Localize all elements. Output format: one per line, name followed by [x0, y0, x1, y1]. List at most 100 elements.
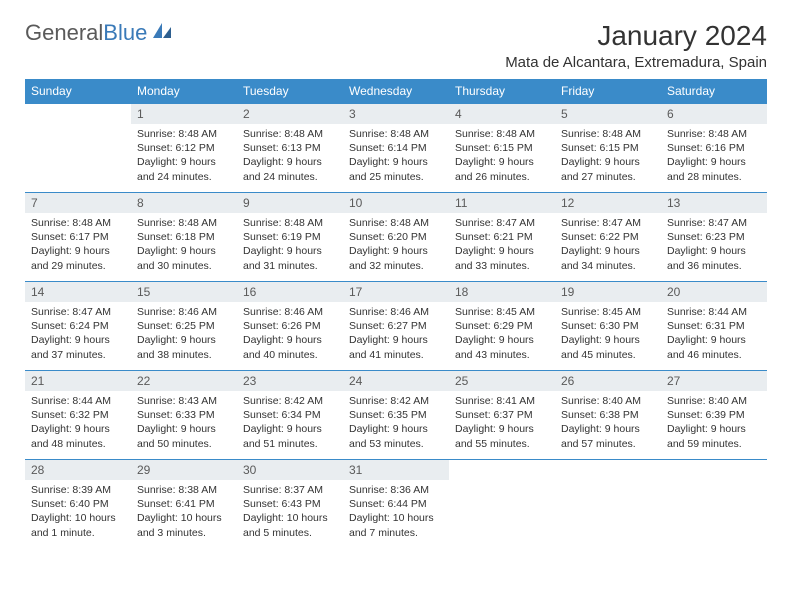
- day-content: Sunrise: 8:38 AMSunset: 6:41 PMDaylight:…: [131, 480, 237, 546]
- calendar-cell: 28Sunrise: 8:39 AMSunset: 6:40 PMDayligh…: [25, 460, 131, 549]
- day-content: Sunrise: 8:46 AMSunset: 6:25 PMDaylight:…: [131, 302, 237, 368]
- day-content: Sunrise: 8:48 AMSunset: 6:15 PMDaylight:…: [449, 124, 555, 190]
- calendar-cell: 23Sunrise: 8:42 AMSunset: 6:34 PMDayligh…: [237, 371, 343, 460]
- day-content: Sunrise: 8:40 AMSunset: 6:38 PMDaylight:…: [555, 391, 661, 457]
- calendar-cell: 11Sunrise: 8:47 AMSunset: 6:21 PMDayligh…: [449, 193, 555, 282]
- day-content: Sunrise: 8:42 AMSunset: 6:35 PMDaylight:…: [343, 391, 449, 457]
- day-content: Sunrise: 8:47 AMSunset: 6:21 PMDaylight:…: [449, 213, 555, 279]
- header: GeneralBlue January 2024 Mata de Alcanta…: [25, 20, 767, 71]
- calendar-week-row: 21Sunrise: 8:44 AMSunset: 6:32 PMDayligh…: [25, 371, 767, 460]
- calendar-cell: 8Sunrise: 8:48 AMSunset: 6:18 PMDaylight…: [131, 193, 237, 282]
- day-number: 24: [343, 371, 449, 391]
- calendar-cell: 25Sunrise: 8:41 AMSunset: 6:37 PMDayligh…: [449, 371, 555, 460]
- day-number: 25: [449, 371, 555, 391]
- day-header: Thursday: [449, 79, 555, 104]
- calendar-cell: [661, 460, 767, 549]
- day-number: 17: [343, 282, 449, 302]
- day-number: 22: [131, 371, 237, 391]
- calendar-cell: 12Sunrise: 8:47 AMSunset: 6:22 PMDayligh…: [555, 193, 661, 282]
- day-header: Saturday: [661, 79, 767, 104]
- calendar-cell: 17Sunrise: 8:46 AMSunset: 6:27 PMDayligh…: [343, 282, 449, 371]
- calendar-cell: [555, 460, 661, 549]
- day-content: Sunrise: 8:48 AMSunset: 6:13 PMDaylight:…: [237, 124, 343, 190]
- day-content: Sunrise: 8:48 AMSunset: 6:14 PMDaylight:…: [343, 124, 449, 190]
- calendar-week-row: 14Sunrise: 8:47 AMSunset: 6:24 PMDayligh…: [25, 282, 767, 371]
- month-title: January 2024: [505, 20, 767, 52]
- day-number: 23: [237, 371, 343, 391]
- calendar-cell: 1Sunrise: 8:48 AMSunset: 6:12 PMDaylight…: [131, 104, 237, 193]
- calendar-cell: 27Sunrise: 8:40 AMSunset: 6:39 PMDayligh…: [661, 371, 767, 460]
- day-number: 21: [25, 371, 131, 391]
- calendar-cell: 6Sunrise: 8:48 AMSunset: 6:16 PMDaylight…: [661, 104, 767, 193]
- calendar-cell: 3Sunrise: 8:48 AMSunset: 6:14 PMDaylight…: [343, 104, 449, 193]
- day-number: 28: [25, 460, 131, 480]
- calendar-cell: 13Sunrise: 8:47 AMSunset: 6:23 PMDayligh…: [661, 193, 767, 282]
- day-content: Sunrise: 8:48 AMSunset: 6:18 PMDaylight:…: [131, 213, 237, 279]
- calendar-body: 1Sunrise: 8:48 AMSunset: 6:12 PMDaylight…: [25, 104, 767, 549]
- calendar-cell: [449, 460, 555, 549]
- day-number: 27: [661, 371, 767, 391]
- calendar-cell: [25, 104, 131, 193]
- day-number: 8: [131, 193, 237, 213]
- logo-general: General: [25, 20, 103, 45]
- day-header: Tuesday: [237, 79, 343, 104]
- day-number: 15: [131, 282, 237, 302]
- day-number: 31: [343, 460, 449, 480]
- calendar-week-row: 7Sunrise: 8:48 AMSunset: 6:17 PMDaylight…: [25, 193, 767, 282]
- day-number: 1: [131, 104, 237, 124]
- day-number: 29: [131, 460, 237, 480]
- day-number: 16: [237, 282, 343, 302]
- day-content: Sunrise: 8:45 AMSunset: 6:30 PMDaylight:…: [555, 302, 661, 368]
- logo: GeneralBlue: [25, 20, 173, 46]
- day-content: Sunrise: 8:36 AMSunset: 6:44 PMDaylight:…: [343, 480, 449, 546]
- calendar-cell: 15Sunrise: 8:46 AMSunset: 6:25 PMDayligh…: [131, 282, 237, 371]
- day-content: Sunrise: 8:41 AMSunset: 6:37 PMDaylight:…: [449, 391, 555, 457]
- day-content: Sunrise: 8:37 AMSunset: 6:43 PMDaylight:…: [237, 480, 343, 546]
- day-content: Sunrise: 8:44 AMSunset: 6:31 PMDaylight:…: [661, 302, 767, 368]
- calendar-cell: 18Sunrise: 8:45 AMSunset: 6:29 PMDayligh…: [449, 282, 555, 371]
- day-number: 13: [661, 193, 767, 213]
- calendar-cell: 26Sunrise: 8:40 AMSunset: 6:38 PMDayligh…: [555, 371, 661, 460]
- calendar-cell: 22Sunrise: 8:43 AMSunset: 6:33 PMDayligh…: [131, 371, 237, 460]
- calendar-cell: 24Sunrise: 8:42 AMSunset: 6:35 PMDayligh…: [343, 371, 449, 460]
- day-number: 4: [449, 104, 555, 124]
- calendar-cell: 19Sunrise: 8:45 AMSunset: 6:30 PMDayligh…: [555, 282, 661, 371]
- calendar-cell: 29Sunrise: 8:38 AMSunset: 6:41 PMDayligh…: [131, 460, 237, 549]
- calendar-table: SundayMondayTuesdayWednesdayThursdayFrid…: [25, 79, 767, 548]
- day-header: Wednesday: [343, 79, 449, 104]
- day-content: Sunrise: 8:47 AMSunset: 6:22 PMDaylight:…: [555, 213, 661, 279]
- day-content: Sunrise: 8:40 AMSunset: 6:39 PMDaylight:…: [661, 391, 767, 457]
- day-content: Sunrise: 8:42 AMSunset: 6:34 PMDaylight:…: [237, 391, 343, 457]
- calendar-cell: 30Sunrise: 8:37 AMSunset: 6:43 PMDayligh…: [237, 460, 343, 549]
- calendar-header-row: SundayMondayTuesdayWednesdayThursdayFrid…: [25, 79, 767, 104]
- sail-icon: [151, 21, 173, 46]
- calendar-cell: 10Sunrise: 8:48 AMSunset: 6:20 PMDayligh…: [343, 193, 449, 282]
- day-content: Sunrise: 8:48 AMSunset: 6:16 PMDaylight:…: [661, 124, 767, 190]
- calendar-cell: 5Sunrise: 8:48 AMSunset: 6:15 PMDaylight…: [555, 104, 661, 193]
- day-number: 2: [237, 104, 343, 124]
- day-content: Sunrise: 8:47 AMSunset: 6:24 PMDaylight:…: [25, 302, 131, 368]
- day-content: Sunrise: 8:48 AMSunset: 6:15 PMDaylight:…: [555, 124, 661, 190]
- logo-text: GeneralBlue: [25, 20, 147, 46]
- calendar-cell: 21Sunrise: 8:44 AMSunset: 6:32 PMDayligh…: [25, 371, 131, 460]
- day-number: 10: [343, 193, 449, 213]
- day-number: 30: [237, 460, 343, 480]
- day-number: 12: [555, 193, 661, 213]
- calendar-week-row: 28Sunrise: 8:39 AMSunset: 6:40 PMDayligh…: [25, 460, 767, 549]
- day-number: 20: [661, 282, 767, 302]
- day-number: 11: [449, 193, 555, 213]
- day-content: Sunrise: 8:46 AMSunset: 6:27 PMDaylight:…: [343, 302, 449, 368]
- calendar-cell: 16Sunrise: 8:46 AMSunset: 6:26 PMDayligh…: [237, 282, 343, 371]
- day-content: Sunrise: 8:48 AMSunset: 6:19 PMDaylight:…: [237, 213, 343, 279]
- day-number: 7: [25, 193, 131, 213]
- day-number: 5: [555, 104, 661, 124]
- calendar-cell: 9Sunrise: 8:48 AMSunset: 6:19 PMDaylight…: [237, 193, 343, 282]
- calendar-cell: 20Sunrise: 8:44 AMSunset: 6:31 PMDayligh…: [661, 282, 767, 371]
- day-content: Sunrise: 8:47 AMSunset: 6:23 PMDaylight:…: [661, 213, 767, 279]
- day-content: Sunrise: 8:39 AMSunset: 6:40 PMDaylight:…: [25, 480, 131, 546]
- day-number: 9: [237, 193, 343, 213]
- calendar-week-row: 1Sunrise: 8:48 AMSunset: 6:12 PMDaylight…: [25, 104, 767, 193]
- day-content: Sunrise: 8:44 AMSunset: 6:32 PMDaylight:…: [25, 391, 131, 457]
- calendar-cell: 14Sunrise: 8:47 AMSunset: 6:24 PMDayligh…: [25, 282, 131, 371]
- day-content: Sunrise: 8:43 AMSunset: 6:33 PMDaylight:…: [131, 391, 237, 457]
